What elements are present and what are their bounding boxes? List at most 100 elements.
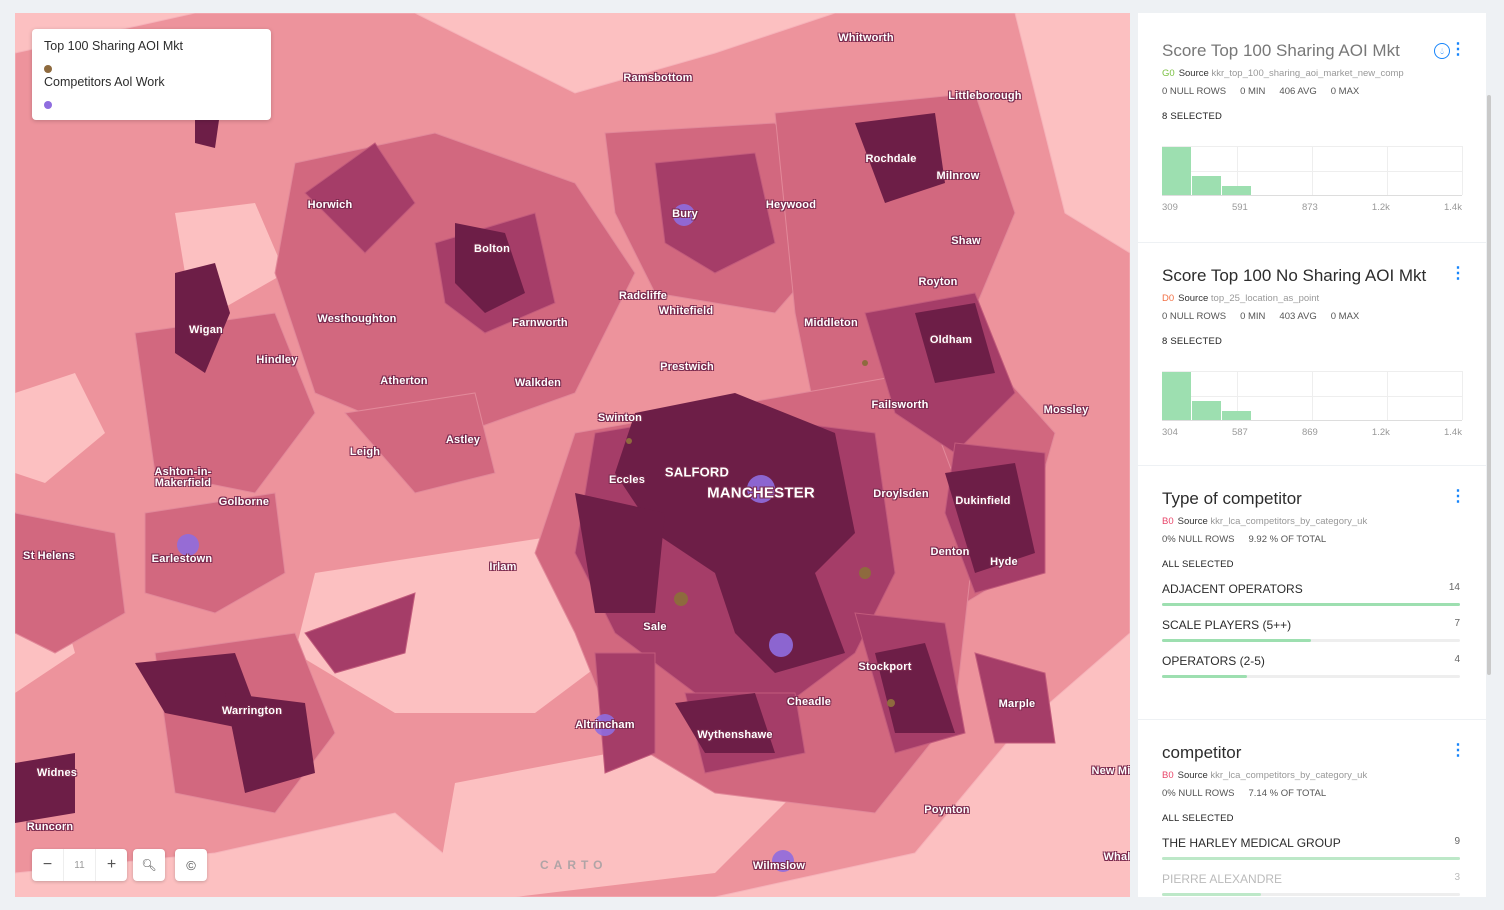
widget-menu-icon[interactable]: ⋮ <box>1450 488 1466 505</box>
place-label: Mossley <box>1043 404 1089 416</box>
tick-label: 1.4k <box>1443 427 1462 438</box>
widget-stats: 0% NULL ROWS 7.14 % OF TOTAL <box>1162 788 1462 799</box>
place-label: Widnes <box>36 767 78 779</box>
grid-line <box>1387 371 1388 420</box>
histogram[interactable] <box>1162 371 1463 421</box>
category-count: 4 <box>1454 654 1460 665</box>
copyright-icon: © <box>186 857 196 873</box>
zoom-control: − 11 + <box>32 849 127 881</box>
widget-source: G0 Source kkr_top_100_sharing_aoi_market_… <box>1162 68 1462 79</box>
place-label: Irlam <box>489 561 517 573</box>
place-label: Radcliffe <box>618 290 668 302</box>
place-label: Littleborough <box>948 90 1022 102</box>
place-label: Shaw <box>951 235 981 247</box>
widget-source: B0 Source kkr_lca_competitors_by_category… <box>1162 770 1462 781</box>
place-label: Wigan <box>189 324 223 336</box>
search-button[interactable]: 🔍︎ <box>133 849 165 881</box>
map[interactable]: Whitworth Ramsbottom Littleborough Rochdale… <box>15 13 1130 897</box>
place-label: Whal <box>1103 851 1130 863</box>
histogram-bar[interactable] <box>1192 175 1221 195</box>
carto-logo: CARTO <box>540 858 608 872</box>
category-count: 3 <box>1454 872 1460 883</box>
aoi-point[interactable] <box>859 567 871 579</box>
place-label: Ashton-in- Makerfield <box>154 466 212 489</box>
place-label: Prestwich <box>660 361 714 373</box>
widget-menu-icon[interactable]: ⋮ <box>1450 265 1466 282</box>
place-label: Oldham <box>929 334 973 346</box>
histogram-axis: 304 587 869 1.2k 1.4k <box>1162 427 1462 438</box>
category-list: ADJACENT OPERATORS 14 SCALE PLAYERS (5++) 7… <box>1162 582 1462 678</box>
stat: 403 AVG <box>1279 311 1317 322</box>
category-label: SCALE PLAYERS (5++) <box>1162 618 1292 632</box>
tick-label: 1.2k <box>1371 202 1390 213</box>
grid-line <box>1312 371 1313 420</box>
place-label: Poynton <box>924 804 970 816</box>
widget-source: D0 Source top_25_location_as_point <box>1162 293 1462 304</box>
category-label: ADJACENT OPERATORS <box>1162 582 1303 596</box>
tick-label: 591 <box>1231 202 1248 213</box>
aoi-point[interactable] <box>887 699 895 707</box>
widget-menu-icon[interactable]: ⋮ <box>1450 742 1466 759</box>
widget-stats: 0 NULL ROWS 0 MIN 403 AVG 0 MAX <box>1162 311 1462 322</box>
competitor-point[interactable] <box>673 204 695 226</box>
category-item[interactable]: OPERATORS (2-5) 4 <box>1162 654 1462 678</box>
place-label: Horwich <box>307 199 353 211</box>
category-item[interactable]: PIERRE ALEXANDRE 3 <box>1162 872 1462 896</box>
selection-status: ALL SELECTED <box>1162 813 1234 824</box>
place-label: Whitefield <box>658 305 714 317</box>
source-table: kkr_lca_competitors_by_category_uk <box>1210 516 1368 527</box>
category-item[interactable]: ADJACENT OPERATORS 14 <box>1162 582 1462 606</box>
tick-label: 309 <box>1162 202 1178 213</box>
attribution-button[interactable]: © <box>175 849 207 881</box>
histogram-bar[interactable] <box>1222 185 1251 195</box>
place-label: Hindley <box>256 354 298 366</box>
source-table: top_25_location_as_point <box>1210 293 1320 304</box>
histogram-bar[interactable] <box>1162 372 1191 420</box>
category-bar-track <box>1162 603 1460 606</box>
legend-item-label: Competitors Aol Work <box>44 75 165 89</box>
aoi-point[interactable] <box>674 592 688 606</box>
place-label: Wythenshawe <box>697 729 773 741</box>
widget-title: Type of competitor <box>1162 489 1302 508</box>
histogram[interactable] <box>1162 146 1463 196</box>
aoi-point[interactable] <box>862 360 868 366</box>
competitor-point[interactable] <box>747 475 775 503</box>
source-table: kkr_lca_competitors_by_category_uk <box>1210 770 1368 781</box>
stat: 0 MAX <box>1330 311 1360 322</box>
stat: 0 NULL ROWS <box>1162 311 1227 322</box>
widget-category-competitor: competitor ⋮ B0 Source kkr_lca_competitor… <box>1138 720 1486 897</box>
tick-label: 873 <box>1301 202 1318 213</box>
layer-color-icon[interactable]: 💧︎ <box>1434 43 1450 59</box>
legend-swatch-purple <box>44 101 52 109</box>
histogram-bar[interactable] <box>1162 147 1191 195</box>
zoom-in-button[interactable]: + <box>106 856 117 873</box>
place-label: Royton <box>918 276 958 288</box>
selection-status: 8 SELECTED <box>1162 336 1223 347</box>
legend-swatch-brown <box>44 65 52 73</box>
panel-scrollbar[interactable] <box>1487 95 1491 675</box>
competitor-point[interactable] <box>594 714 616 736</box>
category-bar-track <box>1162 675 1460 678</box>
aoi-point[interactable] <box>626 438 632 444</box>
histogram-bar[interactable] <box>1192 400 1221 420</box>
zoom-out-button[interactable]: − <box>32 849 64 881</box>
competitor-point[interactable] <box>177 534 199 556</box>
category-bar <box>1162 639 1311 642</box>
category-item[interactable]: SCALE PLAYERS (5++) 7 <box>1162 618 1462 642</box>
place-label: Swinton <box>597 412 643 424</box>
category-item[interactable]: THE HARLEY MEDICAL GROUP 9 <box>1162 836 1462 860</box>
competitor-point[interactable] <box>772 850 794 872</box>
competitor-point[interactable] <box>769 633 793 657</box>
widget-stats: 0% NULL ROWS 9.92 % OF TOTAL <box>1162 534 1462 545</box>
histogram-axis: 309 591 873 1.2k 1.4k <box>1162 202 1462 213</box>
place-label: Stockport <box>858 661 912 673</box>
histogram-bar[interactable] <box>1222 410 1251 420</box>
stat: 0 MIN <box>1240 311 1266 322</box>
grid-line <box>1162 146 1462 147</box>
widget-source: B0 Source kkr_lca_competitors_by_category… <box>1162 516 1462 527</box>
widget-menu-icon[interactable]: ⋮ <box>1450 41 1466 58</box>
widget-title: Score Top 100 No Sharing AOI Mkt <box>1162 266 1427 285</box>
category-row: SCALE PLAYERS (5++) 7 <box>1162 618 1462 632</box>
stat: 406 AVG <box>1279 86 1317 97</box>
grid-line <box>1387 146 1388 195</box>
